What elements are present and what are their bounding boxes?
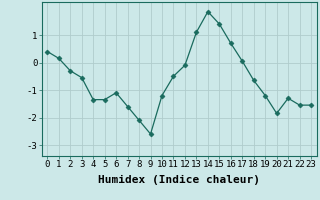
X-axis label: Humidex (Indice chaleur): Humidex (Indice chaleur) (98, 175, 260, 185)
